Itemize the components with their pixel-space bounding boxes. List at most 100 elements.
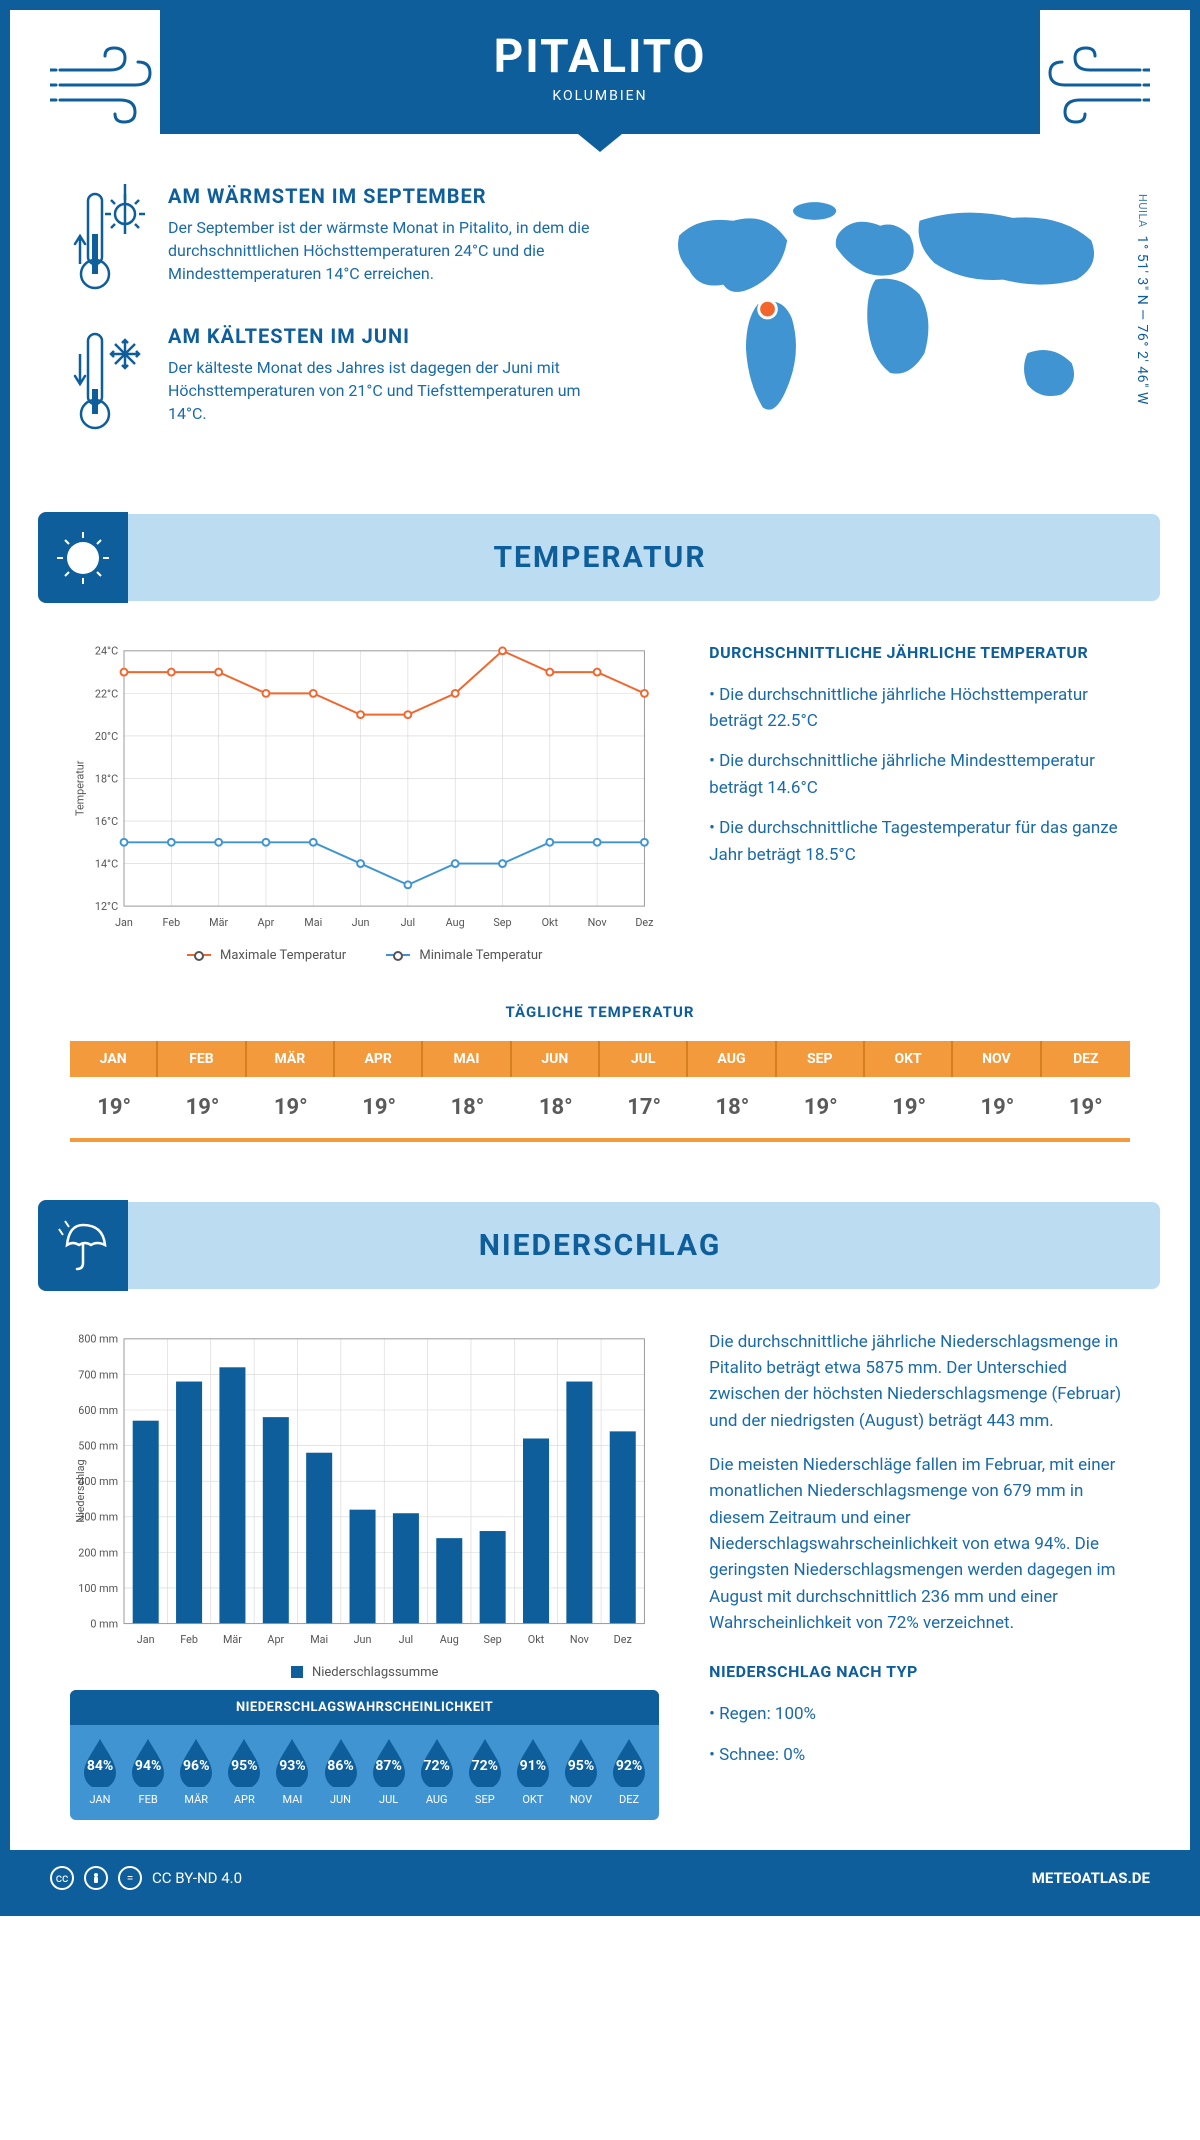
section-temp-head: TEMPERATUR (40, 514, 1160, 601)
svg-text:Temperatur: Temperatur (74, 760, 87, 816)
month-header: JUN (512, 1041, 600, 1077)
prob-cell: 95%APR (220, 1737, 268, 1806)
fact-hot-body: Der September ist der wärmste Monat in P… (168, 216, 610, 286)
thermometer-sun-icon (70, 184, 150, 294)
svg-text:22°C: 22°C (95, 687, 118, 700)
prob-cell: 94%FEB (124, 1737, 172, 1806)
precip-type-bullet: Regen: 100% (709, 1701, 1130, 1727)
daily-temp-cell: 18° (423, 1077, 511, 1142)
temp-bullet: Die durchschnittliche jährliche Höchstte… (709, 682, 1130, 735)
svg-text:0 mm: 0 mm (90, 1617, 118, 1630)
svg-text:Mai: Mai (310, 1633, 328, 1646)
svg-text:Jan: Jan (137, 1633, 155, 1646)
svg-text:600 mm: 600 mm (78, 1404, 118, 1417)
svg-text:Sep: Sep (484, 1633, 502, 1646)
fact-cold-title: AM KÄLTESTEN IM JUNI (168, 324, 610, 348)
month-header: JUL (600, 1041, 688, 1077)
svg-text:Apr: Apr (258, 916, 275, 929)
month-header: DEZ (1042, 1041, 1130, 1077)
daily-temp-cell: 17° (600, 1077, 688, 1142)
precipitation-summary: Die durchschnittliche jährliche Niedersc… (709, 1329, 1130, 1820)
month-header: NOV (953, 1041, 1041, 1077)
svg-text:Nov: Nov (570, 1633, 590, 1646)
world-map (640, 184, 1130, 444)
thermometer-snow-icon (70, 324, 150, 434)
wind-icon (1030, 40, 1150, 130)
svg-text:Jan: Jan (115, 916, 133, 929)
fact-coldest: AM KÄLTESTEN IM JUNI Der kälteste Monat … (70, 324, 610, 434)
svg-text:200 mm: 200 mm (78, 1546, 118, 1559)
svg-text:Apr: Apr (267, 1633, 284, 1646)
svg-text:Mär: Mär (209, 916, 228, 929)
precip-probability-block: NIEDERSCHLAGSWAHRSCHEINLICHKEIT 84%JAN 9… (70, 1690, 659, 1820)
month-header: MÄR (247, 1041, 335, 1077)
month-header: APR (335, 1041, 423, 1077)
fact-hottest: AM WÄRMSTEN IM SEPTEMBER Der September i… (70, 184, 610, 294)
svg-text:100 mm: 100 mm (78, 1581, 118, 1594)
daily-temp-cell: 19° (1042, 1077, 1130, 1142)
by-icon (84, 1866, 108, 1890)
cc-icon: cc (50, 1866, 74, 1890)
svg-text:Dez: Dez (635, 916, 653, 929)
prob-cell: 96%MÄR (172, 1737, 220, 1806)
daily-temp-cell: 19° (865, 1077, 953, 1142)
month-header: SEP (777, 1041, 865, 1077)
temp-bullet: Die durchschnittliche jährliche Mindestt… (709, 748, 1130, 801)
fact-cold-body: Der kälteste Monat des Jahres ist dagege… (168, 356, 610, 426)
umbrella-icon (53, 1215, 113, 1275)
daily-temp-cell: 19° (158, 1077, 246, 1142)
daily-temp-block: TÄGLICHE TEMPERATUR JANFEBMÄRAPRMAIJUNJU… (10, 983, 1190, 1182)
temperature-summary: DURCHSCHNITTLICHE JÄHRLICHE TEMPERATUR D… (709, 641, 1130, 963)
svg-text:24°C: 24°C (95, 645, 118, 658)
svg-text:Okt: Okt (542, 916, 559, 929)
prob-cell: 95%NOV (557, 1737, 605, 1806)
svg-text:Mär: Mär (223, 1633, 242, 1646)
svg-text:Nov: Nov (588, 916, 608, 929)
svg-text:Jul: Jul (401, 916, 416, 929)
prob-cell: 92%DEZ (605, 1737, 653, 1806)
prob-cell: 91%OKT (509, 1737, 557, 1806)
fact-hot-title: AM WÄRMSTEN IM SEPTEMBER (168, 184, 610, 208)
svg-text:Sep: Sep (493, 916, 511, 929)
svg-text:Feb: Feb (180, 1633, 198, 1646)
svg-text:Feb: Feb (162, 916, 180, 929)
location-marker (758, 300, 776, 318)
svg-text:14°C: 14°C (95, 857, 118, 870)
svg-text:Mai: Mai (304, 916, 322, 929)
prob-cell: 93%MAI (268, 1737, 316, 1806)
prob-cell: 72%AUG (413, 1737, 461, 1806)
month-header: JAN (70, 1041, 158, 1077)
daily-temp-cell: 19° (953, 1077, 1041, 1142)
svg-text:12°C: 12°C (95, 900, 118, 913)
svg-text:20°C: 20°C (95, 730, 118, 743)
daily-temp-cell: 18° (688, 1077, 776, 1142)
world-map-block: HUILA 1° 51' 3" N — 76° 2' 46" W (640, 184, 1130, 464)
svg-text:Jun: Jun (354, 1633, 372, 1646)
country-subtitle: KOLUMBIEN (160, 88, 1040, 104)
daily-temp-cell: 19° (247, 1077, 335, 1142)
svg-text:Dez: Dez (614, 1633, 632, 1646)
legend-max-temp: Maximale Temperatur (187, 948, 346, 963)
nd-icon: = (118, 1866, 142, 1890)
svg-text:Jul: Jul (399, 1633, 414, 1646)
prob-cell: 87%JUL (365, 1737, 413, 1806)
svg-text:16°C: 16°C (95, 815, 118, 828)
legend-precip-sum: Niederschlagssumme (291, 1665, 439, 1680)
daily-temp-cell: 19° (70, 1077, 158, 1142)
city-title: PITALITO (160, 30, 1040, 84)
precipitation-bar-chart: 0 mm100 mm200 mm300 mm400 mm500 mm600 mm… (70, 1329, 659, 1820)
svg-text:Aug: Aug (446, 916, 465, 929)
footer: cc = CC BY-ND 4.0 METEOATLAS.DE (10, 1850, 1190, 1906)
month-header: AUG (688, 1041, 776, 1077)
prob-cell: 86%JUN (316, 1737, 364, 1806)
svg-text:Okt: Okt (528, 1633, 545, 1646)
header-banner: PITALITO KOLUMBIEN (160, 10, 1040, 134)
temperature-line-chart: 12°C14°C16°C18°C20°C22°C24°CJanFebMärApr… (70, 641, 659, 963)
legend-min-temp: Minimale Temperatur (386, 948, 542, 963)
svg-text:800 mm: 800 mm (78, 1332, 118, 1345)
prob-cell: 84%JAN (76, 1737, 124, 1806)
svg-text:Jun: Jun (352, 916, 370, 929)
daily-temp-cell: 19° (335, 1077, 423, 1142)
svg-text:Aug: Aug (440, 1633, 459, 1646)
svg-text:700 mm: 700 mm (78, 1368, 118, 1381)
